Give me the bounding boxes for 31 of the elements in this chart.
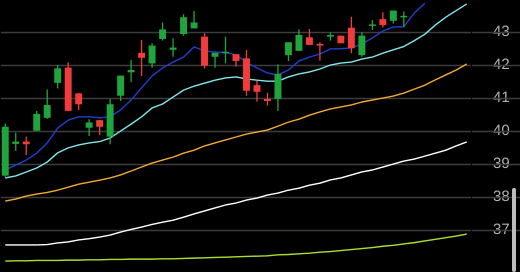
candlestick	[295, 28, 302, 52]
candlestick	[264, 92, 271, 106]
candlestick	[306, 28, 313, 46]
candlestick	[368, 19, 376, 31]
candlestick	[232, 53, 240, 68]
candlestick	[390, 10, 397, 24]
candlestick	[180, 14, 188, 36]
candlestick	[348, 16, 355, 54]
candlestick	[44, 88, 51, 120]
candlestick	[222, 36, 229, 64]
candlestick	[170, 38, 177, 58]
candlestick	[284, 42, 292, 62]
candlestick	[400, 10, 408, 28]
candlestick	[190, 10, 198, 30]
candlestick	[159, 22, 166, 42]
candlestick	[316, 42, 324, 62]
candlestick	[75, 92, 82, 111]
candlestick	[128, 59, 135, 83]
candlestick	[96, 120, 104, 136]
candlestick	[86, 118, 93, 137]
candlestick	[358, 32, 366, 58]
candlestick	[12, 132, 20, 152]
candlestick	[54, 64, 62, 90]
candlestick	[379, 12, 386, 28]
candlestick	[212, 52, 218, 68]
candlestick	[117, 74, 124, 102]
candlestick	[254, 80, 260, 102]
candlestick	[22, 136, 30, 156]
candlestick	[33, 110, 40, 132]
candlestick	[138, 39, 146, 77]
candlestick	[148, 42, 156, 68]
